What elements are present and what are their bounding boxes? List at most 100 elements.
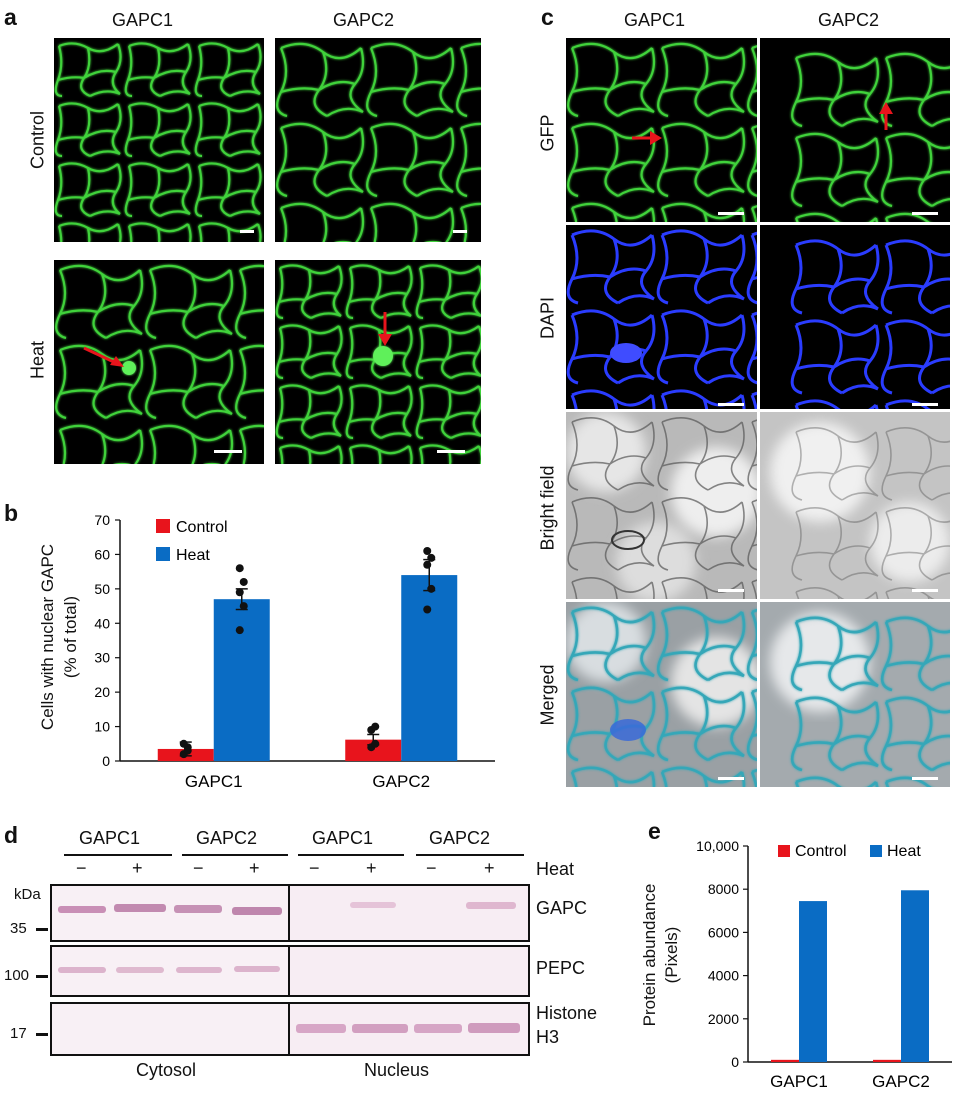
marker-tick xyxy=(36,1033,48,1036)
lane-plus: + xyxy=(249,858,260,879)
y-tick-label: 6000 xyxy=(708,924,739,940)
panel-c-label: c xyxy=(541,4,554,31)
panel-a-col-gapc1: GAPC1 xyxy=(112,10,173,31)
protein-h3: H3 xyxy=(536,1027,559,1048)
panel-c-row-gfp: GFP xyxy=(538,114,559,151)
blot-gapc xyxy=(50,884,530,942)
panel-c-col-gapc1: GAPC1 xyxy=(624,10,685,31)
data-point xyxy=(184,747,192,755)
panel-d-label: d xyxy=(4,822,18,849)
micrograph-a-gapc1-heat xyxy=(54,260,264,464)
blot-pepc xyxy=(50,945,530,997)
micrograph-a-gapc1-control xyxy=(54,38,264,242)
lane-minus: − xyxy=(309,858,320,879)
blot-group-gapc1-cyto: GAPC1 xyxy=(79,828,140,849)
legend-label-heat: Heat xyxy=(176,547,210,564)
legend-swatch-heat xyxy=(156,547,170,561)
micrograph-c-merged-gapc1 xyxy=(566,602,757,787)
micrograph-c-gfp-gapc2 xyxy=(760,38,950,222)
data-point xyxy=(371,740,379,748)
group-underline xyxy=(298,854,404,856)
fraction-nucleus: Nucleus xyxy=(364,1060,429,1081)
panel-b-ylabel-line1: Cells with nuclear GAPC xyxy=(38,544,58,730)
legend-label-heat: Heat xyxy=(887,843,921,860)
marker-tick xyxy=(36,928,48,931)
micrograph-c-merged-gapc2 xyxy=(760,602,950,787)
bar-control xyxy=(771,1060,799,1062)
bar-heat xyxy=(901,890,929,1062)
micrograph-a-gapc2-heat xyxy=(275,260,481,464)
panel-e-ylabel-line2: (Pixels) xyxy=(662,927,682,984)
fraction-cytosol: Cytosol xyxy=(136,1060,196,1081)
micrograph-c-dapi-gapc2 xyxy=(760,225,950,409)
bar-heat xyxy=(401,575,457,761)
panel-c-row-dapi: DAPI xyxy=(538,297,559,339)
data-point xyxy=(423,547,431,555)
y-tick-label: 50 xyxy=(94,581,110,597)
x-tick-label: GAPC1 xyxy=(770,1072,828,1091)
data-point xyxy=(236,626,244,634)
panel-b-ylabel-line2: (% of total) xyxy=(61,596,81,678)
legend-swatch-control xyxy=(778,845,790,857)
data-point xyxy=(240,578,248,586)
x-tick-label: GAPC2 xyxy=(372,772,430,791)
panel-a-label: a xyxy=(4,4,17,31)
micrograph-c-dapi-gapc1 xyxy=(566,225,757,409)
protein-pepc: PEPC xyxy=(536,958,585,979)
y-tick-label: 10,000 xyxy=(696,838,739,854)
bar-control xyxy=(873,1060,901,1062)
data-point xyxy=(423,561,431,569)
micrograph-c-gfp-gapc1 xyxy=(566,38,757,222)
micrograph-c-brightfield-gapc1 xyxy=(566,412,757,599)
heat-row-label: Heat xyxy=(536,859,574,880)
lane-minus: − xyxy=(76,858,87,879)
marker-17: 17 xyxy=(10,1025,27,1042)
marker-100: 100 xyxy=(4,967,29,984)
panel-c-row-merged: Merged xyxy=(538,664,559,725)
panel-c-col-gapc2: GAPC2 xyxy=(818,10,879,31)
group-underline xyxy=(416,854,524,856)
lane-minus: − xyxy=(193,858,204,879)
blot-group-gapc2-nuc: GAPC2 xyxy=(429,828,490,849)
blot-group-gapc1-nuc: GAPC1 xyxy=(312,828,373,849)
data-point xyxy=(236,564,244,572)
y-tick-label: 70 xyxy=(94,512,110,528)
bar-heat xyxy=(214,599,270,761)
panel-a-col-gapc2: GAPC2 xyxy=(333,10,394,31)
legend-label-control: Control xyxy=(795,843,847,860)
x-tick-label: GAPC1 xyxy=(185,772,243,791)
y-tick-label: 0 xyxy=(102,753,110,769)
lane-plus: + xyxy=(484,858,495,879)
panel-a-row-control: Control xyxy=(28,111,49,169)
y-tick-label: 10 xyxy=(94,719,110,735)
data-point xyxy=(180,740,188,748)
data-point xyxy=(236,588,244,596)
panel-e-ylabel-line1: Protein abundance xyxy=(640,884,660,1027)
x-tick-label: GAPC2 xyxy=(872,1072,930,1091)
y-tick-label: 0 xyxy=(731,1054,739,1070)
protein-gapc: GAPC xyxy=(536,898,587,919)
data-point xyxy=(371,723,379,731)
data-point xyxy=(427,554,435,562)
legend-swatch-control xyxy=(156,519,170,533)
chart-b: 0 10 20 30 40 50 60 70 GAPC1 GAPC2 Control Heat xyxy=(80,505,500,795)
blot-group-gapc2-cyto: GAPC2 xyxy=(196,828,257,849)
micrograph-c-brightfield-gapc2 xyxy=(760,412,950,599)
micrograph-a-gapc2-control xyxy=(275,38,481,242)
panel-e-label: e xyxy=(648,818,661,845)
data-point xyxy=(423,606,431,614)
y-tick-label: 60 xyxy=(94,546,110,562)
y-tick-label: 40 xyxy=(94,615,110,631)
lane-plus: + xyxy=(366,858,377,879)
panel-c-row-brightfield: Bright field xyxy=(538,465,559,550)
group-underline xyxy=(64,854,172,856)
legend-label-control: Control xyxy=(176,519,228,536)
bar-heat xyxy=(799,901,827,1062)
y-tick-label: 4000 xyxy=(708,968,739,984)
y-tick-label: 30 xyxy=(94,650,110,666)
marker-35: 35 xyxy=(10,920,27,937)
lane-plus: + xyxy=(132,858,143,879)
panel-b-label: b xyxy=(4,500,18,527)
chart-e: 0 2000 4000 6000 8000 10,000 GAPC1 GAPC2 Control… xyxy=(684,832,956,1095)
data-point xyxy=(240,602,248,610)
